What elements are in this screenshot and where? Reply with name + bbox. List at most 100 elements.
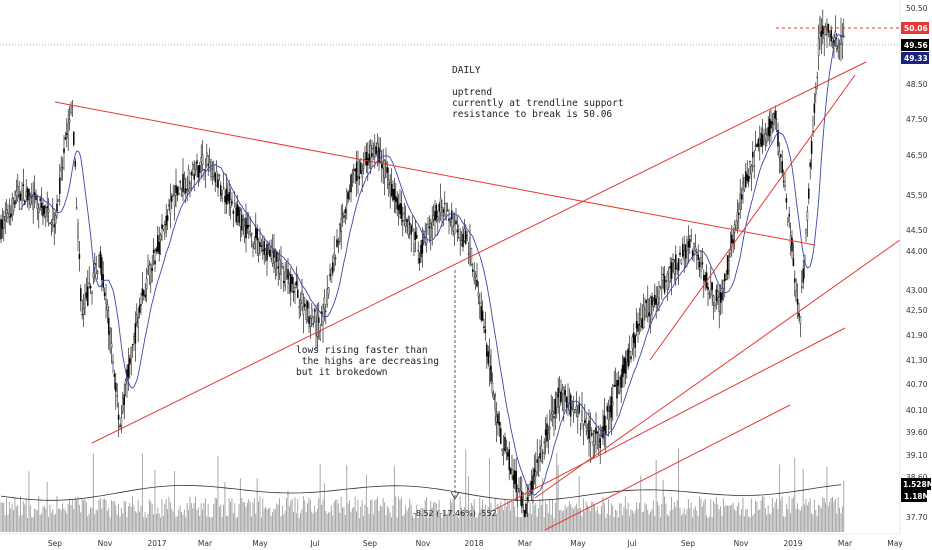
candle (124, 378, 127, 397)
candle (73, 131, 75, 147)
candle (396, 191, 398, 217)
candle (529, 480, 531, 497)
volume-bar (714, 503, 716, 532)
candle (830, 25, 832, 47)
volume-bar (405, 505, 406, 532)
volume-bar (31, 517, 33, 532)
volume-bar (477, 514, 479, 532)
candle (495, 402, 498, 443)
candle (269, 240, 271, 258)
channel-trendline-lower[interactable] (544, 404, 791, 531)
volume-bar (428, 511, 430, 532)
lower-annotation[interactable]: lows rising faster than the highs are de… (296, 345, 439, 378)
candle (138, 297, 141, 319)
volume-bar (76, 500, 77, 532)
candle (386, 161, 389, 189)
volume-bar (659, 517, 661, 532)
volume-bar (650, 511, 651, 532)
candle (756, 143, 758, 148)
volume-bar (790, 513, 791, 532)
price-tick-label: 38.60 (906, 473, 928, 482)
volume-bar (445, 515, 447, 532)
volume-bar (664, 496, 665, 532)
descending-resistance-trendline[interactable] (54, 101, 816, 246)
candle (808, 183, 810, 205)
candle (672, 253, 674, 273)
volume-bar (391, 517, 392, 532)
candle (194, 162, 197, 176)
candle (585, 413, 587, 436)
volume-bar (643, 511, 644, 532)
lower-note-line-3: but it brokedown (296, 367, 388, 378)
volume-bar (274, 509, 276, 532)
volume-bar (42, 506, 44, 532)
candle (416, 226, 418, 239)
volume-bar (3, 502, 5, 532)
main-annotation[interactable]: DAILY uptrend currently at trendline sup… (452, 65, 624, 120)
candle (33, 175, 36, 209)
candle (3, 210, 5, 242)
candle (767, 115, 769, 142)
channel-trendline-middle[interactable] (489, 327, 846, 513)
candle (311, 303, 313, 328)
volume-bar (798, 509, 800, 532)
candle (103, 287, 106, 301)
long-term-support-trendline[interactable] (91, 61, 867, 444)
volume-bar (286, 497, 287, 532)
candle (651, 292, 653, 322)
volume-bar (671, 496, 672, 532)
candle (399, 189, 401, 219)
candle (831, 36, 834, 49)
candle (801, 270, 803, 294)
candle (600, 426, 603, 438)
volume-bar (6, 497, 7, 532)
candle (371, 139, 373, 168)
trendlines[interactable] (54, 61, 901, 531)
volume-bar (238, 503, 240, 532)
volume-bar (248, 498, 250, 532)
time-axis[interactable]: Sep Nov 2017 Mar May Jul Sep Nov 2018 Mar May Jul Se… (0, 533, 932, 550)
volume-bar (619, 503, 621, 532)
volume-bar (193, 503, 195, 532)
volume-bar (73, 509, 75, 532)
volume-bar (822, 497, 824, 532)
candle (395, 182, 397, 214)
candle (739, 178, 741, 219)
candle (116, 383, 118, 408)
volume-bar (244, 502, 245, 532)
candle (225, 173, 228, 214)
volume-bar (62, 503, 63, 532)
volume-bar (521, 516, 523, 532)
candle (742, 173, 744, 204)
price-axis[interactable]: 50.50 48.50 47.50 46.50 45.50 44.50 44.00 43.00… (900, 0, 932, 534)
volume-bar (501, 506, 503, 532)
candle (687, 225, 690, 264)
candle (521, 476, 523, 514)
candle (484, 311, 487, 341)
volume-bar (806, 505, 808, 532)
candle (87, 269, 89, 307)
candle (542, 449, 544, 465)
candlestick-series (0, 9, 845, 518)
volume-bar (743, 516, 745, 532)
time-tick-label: Nov (98, 539, 113, 548)
volume-bar (421, 508, 423, 532)
volume-bar (167, 509, 168, 532)
volume-bar (629, 516, 630, 532)
volume-bar (657, 501, 658, 532)
volume-bar (148, 499, 150, 532)
candle (8, 198, 11, 225)
channel-trendline-upper[interactable] (534, 239, 901, 499)
volume-bar (547, 513, 549, 532)
steep-support-trendline[interactable] (649, 74, 856, 361)
candle (420, 239, 422, 263)
candle (747, 168, 750, 188)
candle (815, 82, 817, 103)
candle (787, 217, 789, 227)
candle (656, 286, 659, 311)
volume-bar (738, 502, 740, 532)
candle (428, 215, 431, 243)
candle (402, 206, 404, 237)
volume-bar (365, 474, 367, 532)
